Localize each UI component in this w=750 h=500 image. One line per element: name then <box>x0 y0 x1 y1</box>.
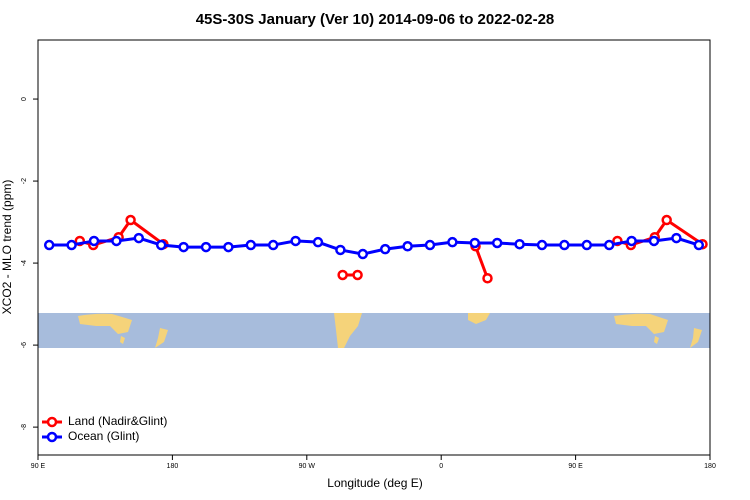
point <box>626 235 637 247</box>
x-axis-label: Longitude (deg E) <box>327 476 422 490</box>
point <box>290 235 301 247</box>
point <box>43 239 55 251</box>
point <box>155 239 167 251</box>
point <box>693 239 705 251</box>
x-tick-label: 90 E <box>31 463 46 470</box>
y-axis-label: XCO2 - MLO trend (ppm) <box>0 180 14 315</box>
point <box>352 269 363 281</box>
point <box>491 237 503 249</box>
point <box>245 239 257 251</box>
point <box>337 269 348 281</box>
point <box>402 241 413 252</box>
point <box>482 273 493 284</box>
plot-frame <box>37 39 711 456</box>
y-tick-label: -4 <box>21 260 28 266</box>
x-tick-label: 90 W <box>299 463 316 470</box>
x-tick-label: 180 <box>167 463 179 470</box>
land-shape <box>468 313 490 324</box>
point <box>424 239 436 251</box>
series-line <box>49 236 700 256</box>
point <box>66 239 77 251</box>
land-shape <box>614 313 668 334</box>
point <box>88 235 100 247</box>
legend-label: Ocean (Glint) <box>68 429 139 443</box>
ocean-band <box>38 313 710 348</box>
y-tick-label: -2 <box>21 178 28 184</box>
x-tick-label: 0 <box>439 463 443 470</box>
point <box>312 236 324 248</box>
land-shape <box>334 313 362 348</box>
point <box>335 244 346 256</box>
land-shape <box>155 328 168 348</box>
point <box>469 237 481 249</box>
point <box>648 235 660 247</box>
point <box>125 214 136 226</box>
point <box>111 235 122 247</box>
point <box>603 239 615 251</box>
point <box>559 239 570 251</box>
point <box>178 241 189 253</box>
legend-marker <box>46 431 58 443</box>
land-shape <box>690 328 702 348</box>
point <box>267 239 279 251</box>
point <box>200 241 212 253</box>
legend-label: Land (Nadir&Glint) <box>68 414 167 428</box>
point <box>133 232 145 244</box>
y-tick-label: 0 <box>21 97 28 101</box>
y-tick-label: -6 <box>21 342 28 348</box>
map-strip <box>38 313 710 348</box>
x-tick-label: 90 E <box>568 463 583 470</box>
x-tick-label: 180 <box>704 463 716 470</box>
point <box>379 243 391 255</box>
y-tick-label: -8 <box>21 424 28 430</box>
point <box>661 214 672 226</box>
point <box>514 238 525 250</box>
chart-title: 45S-30S January (Ver 10) 2014-09-06 to 2… <box>196 11 555 28</box>
land-shape <box>120 336 125 344</box>
point <box>447 236 458 248</box>
point <box>671 232 682 244</box>
legend-marker <box>46 416 58 428</box>
point <box>536 239 548 251</box>
point <box>223 241 234 253</box>
land-shape <box>654 336 659 344</box>
land-shape <box>78 313 132 334</box>
point <box>581 239 593 251</box>
point <box>357 248 369 260</box>
